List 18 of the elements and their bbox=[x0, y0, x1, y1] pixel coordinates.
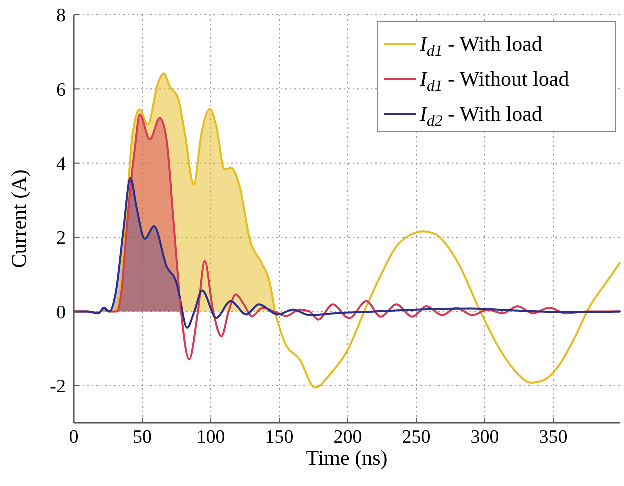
y-tick-label: 6 bbox=[56, 80, 66, 101]
x-tick-label: 100 bbox=[196, 427, 226, 448]
legend-label: I$_{d2}$ - With load bbox=[419, 102, 543, 130]
y-tick-label: 8 bbox=[56, 6, 66, 27]
x-tick-label: 50 bbox=[133, 427, 152, 448]
y-tick-label: 2 bbox=[56, 228, 66, 250]
y-tick-label: 0 bbox=[56, 302, 66, 324]
x-tick-label: 200 bbox=[334, 427, 362, 448]
x-tick-label: 250 bbox=[402, 427, 431, 448]
x-tick-label: 350 bbox=[539, 427, 568, 448]
y-tick-label: -2 bbox=[50, 376, 66, 398]
x-axis-title: Time (ns) bbox=[306, 446, 388, 470]
x-tick-label: 300 bbox=[470, 427, 500, 448]
legend-label: I$_{d1}$ - With load bbox=[419, 32, 543, 60]
legend-label: I$_{d1}$ - Without load bbox=[419, 67, 570, 95]
x-tick-label: 150 bbox=[265, 427, 294, 448]
y-tick-label: 4 bbox=[56, 154, 66, 176]
y-axis-title: Current (A) bbox=[7, 170, 31, 268]
